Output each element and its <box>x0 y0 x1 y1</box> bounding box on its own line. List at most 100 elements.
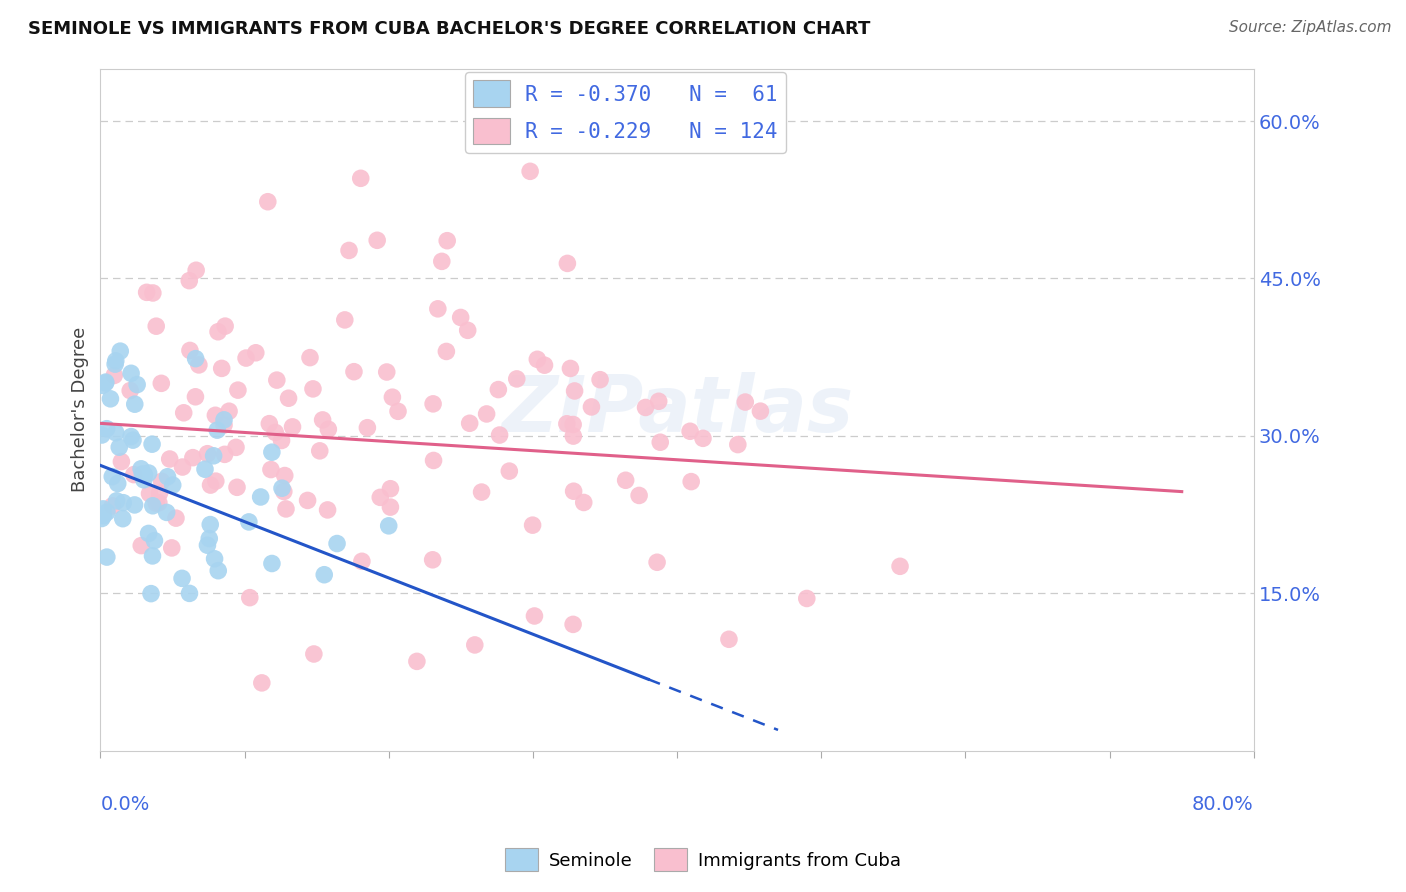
Point <box>207 564 229 578</box>
Point <box>302 647 325 661</box>
Point <box>138 466 160 480</box>
Point <box>557 256 579 270</box>
Point <box>562 429 585 443</box>
Point <box>316 503 339 517</box>
Point <box>218 404 240 418</box>
Point <box>343 365 366 379</box>
Point <box>194 462 217 476</box>
Point <box>120 367 142 381</box>
Point <box>184 390 207 404</box>
Point <box>380 500 402 515</box>
Point <box>141 549 163 563</box>
Point <box>214 447 236 461</box>
Point <box>333 313 356 327</box>
Point <box>159 452 181 467</box>
Point <box>458 417 481 431</box>
Point <box>120 384 142 398</box>
Point <box>181 450 204 465</box>
Point <box>197 538 219 552</box>
Point <box>380 482 402 496</box>
Point <box>368 491 391 505</box>
Point <box>148 496 170 510</box>
Point <box>350 171 373 186</box>
Legend: R = -0.370   N =  61, R = -0.229   N = 124: R = -0.370 N = 61, R = -0.229 N = 124 <box>464 72 786 153</box>
Point <box>434 344 457 359</box>
Point <box>326 536 349 550</box>
Point <box>645 555 668 569</box>
Point <box>555 417 578 431</box>
Point <box>110 344 132 359</box>
Point <box>647 394 669 409</box>
Point <box>179 586 201 600</box>
Point <box>562 484 585 499</box>
Point <box>235 351 257 365</box>
Point <box>138 526 160 541</box>
Point <box>198 532 221 546</box>
Point <box>426 301 449 316</box>
Point <box>148 486 170 500</box>
Point <box>135 285 157 300</box>
Point <box>734 395 756 409</box>
Point <box>314 567 336 582</box>
Point <box>506 372 529 386</box>
Point <box>93 508 115 523</box>
Point <box>197 447 219 461</box>
Point <box>187 358 209 372</box>
Point <box>562 417 585 432</box>
Point <box>200 478 222 492</box>
Point <box>277 391 299 405</box>
Point <box>150 475 173 489</box>
Point <box>297 493 319 508</box>
Point <box>132 473 155 487</box>
Point <box>406 654 429 668</box>
Point <box>96 550 118 565</box>
Point <box>129 539 152 553</box>
Point <box>179 343 201 358</box>
Point <box>350 554 373 568</box>
Point <box>150 376 173 391</box>
Point <box>100 392 122 406</box>
Point <box>94 376 117 390</box>
Point <box>273 484 295 499</box>
Text: 0.0%: 0.0% <box>100 796 149 814</box>
Point <box>727 437 749 451</box>
Point <box>104 357 127 371</box>
Point <box>160 541 183 555</box>
Point <box>110 454 132 468</box>
Point <box>614 473 637 487</box>
Point <box>281 420 304 434</box>
Point <box>141 437 163 451</box>
Point <box>145 319 167 334</box>
Point <box>796 591 818 606</box>
Point <box>91 378 114 392</box>
Point <box>204 474 226 488</box>
Point <box>475 407 498 421</box>
Point <box>256 194 278 209</box>
Point <box>572 495 595 509</box>
Point <box>302 382 325 396</box>
Point <box>173 406 195 420</box>
Point <box>156 469 179 483</box>
Y-axis label: Bachelor's Degree: Bachelor's Degree <box>72 327 89 492</box>
Point <box>104 354 127 368</box>
Point <box>170 571 193 585</box>
Point <box>533 358 555 372</box>
Point <box>650 435 672 450</box>
Point <box>471 485 494 500</box>
Point <box>172 460 194 475</box>
Point <box>250 676 273 690</box>
Point <box>337 244 360 258</box>
Point <box>356 420 378 434</box>
Point <box>422 397 444 411</box>
Point <box>96 422 118 436</box>
Point <box>259 417 281 431</box>
Point <box>139 587 162 601</box>
Point <box>519 164 541 178</box>
Point <box>581 400 603 414</box>
Point <box>366 233 388 247</box>
Point <box>270 434 292 448</box>
Point <box>165 511 187 525</box>
Point <box>274 468 297 483</box>
Point <box>105 494 128 508</box>
Point <box>298 351 321 365</box>
